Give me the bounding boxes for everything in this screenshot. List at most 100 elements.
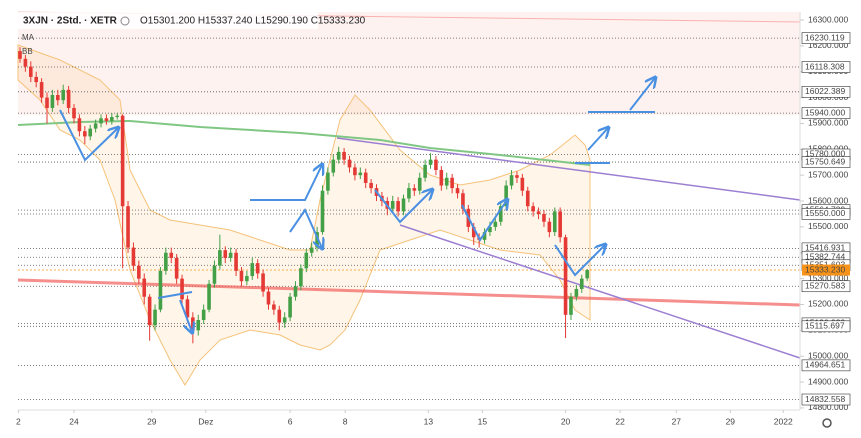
y-tick-label: 15000.000 bbox=[808, 350, 848, 360]
level-label: 15780.000 bbox=[805, 149, 845, 159]
arrow bbox=[250, 165, 322, 201]
level-label: 15940.000 bbox=[805, 107, 845, 117]
candle-body bbox=[342, 151, 346, 160]
x-tick-label: 2022 bbox=[774, 416, 793, 426]
x-tick-label: 8 bbox=[343, 416, 348, 426]
level-label-box bbox=[801, 156, 851, 168]
level-label: 15550.000 bbox=[805, 208, 845, 218]
candle-body bbox=[23, 58, 28, 67]
candle-body bbox=[266, 291, 271, 305]
level-label-box bbox=[801, 393, 851, 406]
candle-body bbox=[353, 167, 357, 176]
candle-body bbox=[558, 211, 562, 238]
indicator-label[interactable]: BB bbox=[22, 47, 33, 56]
candle-body bbox=[336, 151, 341, 160]
candle-body bbox=[61, 89, 66, 101]
x-tick-label: 20 bbox=[561, 416, 571, 426]
y-tick-label: 15300.000 bbox=[808, 273, 848, 283]
candle-body bbox=[72, 107, 76, 119]
level-label-box bbox=[801, 32, 851, 44]
candle-body bbox=[250, 263, 255, 277]
candle-body bbox=[137, 265, 141, 279]
candle-body bbox=[104, 118, 109, 121]
y-tick-label: 14800.000 bbox=[808, 402, 848, 412]
x-tick-label: 29 bbox=[147, 416, 157, 426]
candle-body bbox=[207, 283, 211, 310]
candle-body bbox=[174, 257, 179, 279]
candle-body bbox=[77, 118, 82, 132]
level-label-box bbox=[801, 86, 851, 98]
candle-body bbox=[569, 296, 573, 315]
last-price-box bbox=[802, 264, 850, 276]
arrow bbox=[374, 190, 432, 224]
candle-body bbox=[212, 265, 217, 284]
moving-average bbox=[17, 119, 591, 166]
y-tick-label: 14900.000 bbox=[808, 376, 848, 386]
candle-body bbox=[450, 177, 454, 189]
candle-body bbox=[50, 95, 55, 108]
arrow bbox=[629, 78, 655, 111]
last-price-label: 15333.230 bbox=[805, 264, 845, 274]
candle-body bbox=[498, 206, 503, 222]
candle-body bbox=[272, 304, 276, 310]
candle-body bbox=[455, 188, 460, 194]
candle-body bbox=[93, 123, 98, 129]
candle-body bbox=[142, 278, 147, 297]
candle-body bbox=[326, 172, 330, 191]
candle-body bbox=[120, 115, 125, 207]
candle-body bbox=[347, 159, 352, 168]
candle-body bbox=[164, 252, 168, 271]
candle-body bbox=[66, 89, 71, 108]
candle-body bbox=[423, 164, 427, 178]
candle-body bbox=[34, 76, 39, 83]
candle-body bbox=[552, 211, 557, 233]
candle-body bbox=[153, 309, 157, 326]
support-line bbox=[17, 278, 801, 307]
indicator-label[interactable]: MA bbox=[22, 33, 35, 42]
candle-body bbox=[29, 66, 33, 77]
candle-body bbox=[18, 51, 22, 59]
candle-body bbox=[488, 226, 492, 233]
candle-body bbox=[461, 193, 465, 209]
ohlc: O15301.200 H15337.240 L15290.190 C15333.… bbox=[140, 16, 366, 27]
level-label: 15115.697 bbox=[805, 321, 845, 331]
candle-body bbox=[434, 159, 438, 171]
candle-body bbox=[320, 190, 325, 233]
arrow bbox=[461, 200, 507, 242]
y-tick-label: 15700.000 bbox=[808, 169, 848, 179]
candle-body bbox=[83, 131, 87, 137]
candle-body bbox=[304, 252, 309, 269]
level-label-box bbox=[801, 320, 851, 333]
candle-body bbox=[228, 252, 233, 258]
arrow bbox=[554, 245, 605, 277]
candle-body bbox=[407, 188, 411, 199]
candle-body bbox=[115, 115, 120, 117]
candle-body bbox=[482, 232, 487, 240]
candle-body bbox=[444, 177, 449, 186]
candle-body bbox=[309, 247, 314, 253]
resistance-zone bbox=[18, 12, 800, 115]
candle-body bbox=[417, 177, 422, 191]
candle-body bbox=[255, 263, 260, 274]
settings-gear[interactable] bbox=[822, 418, 832, 428]
level-label-box bbox=[801, 107, 851, 119]
y-tick-label: 15600.000 bbox=[808, 195, 848, 205]
arrow bbox=[157, 291, 193, 299]
candle-body bbox=[439, 170, 444, 186]
arrow bbox=[587, 128, 608, 151]
candle-body bbox=[56, 95, 60, 101]
settings-dot[interactable] bbox=[120, 16, 130, 26]
candle-body bbox=[158, 270, 163, 310]
level-label: 15750.649 bbox=[805, 156, 845, 166]
candle-body bbox=[131, 247, 136, 266]
x-tick-label: 2 bbox=[16, 416, 21, 426]
y-tick-label: 16300.000 bbox=[808, 14, 848, 24]
candle-body bbox=[299, 268, 303, 287]
candle-body bbox=[509, 175, 514, 186]
y-tick-label: 15500.000 bbox=[808, 221, 848, 231]
candle-body bbox=[396, 201, 400, 212]
candle-body bbox=[239, 270, 244, 282]
level-label: 15382.744 bbox=[805, 251, 845, 261]
level-label-box bbox=[801, 61, 851, 73]
